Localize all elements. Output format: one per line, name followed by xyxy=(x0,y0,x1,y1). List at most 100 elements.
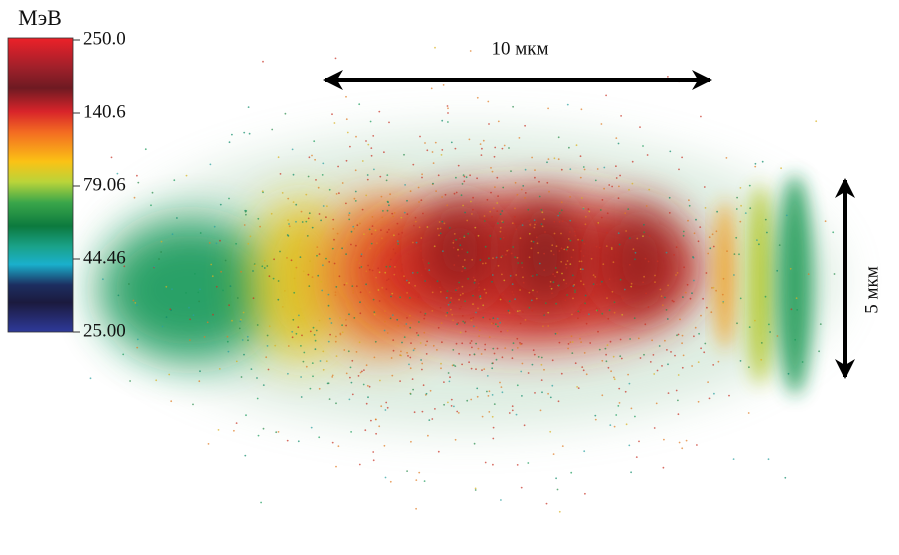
particle xyxy=(736,208,738,210)
particle xyxy=(485,296,487,298)
particle xyxy=(485,262,487,264)
particle xyxy=(379,300,381,302)
colorbar-tick-label: 79.06 xyxy=(83,174,126,195)
particle xyxy=(462,321,464,323)
particle xyxy=(352,394,354,396)
particle xyxy=(524,125,526,127)
particle xyxy=(547,393,549,395)
particle xyxy=(634,416,636,418)
particle xyxy=(693,280,695,282)
particle xyxy=(193,314,195,316)
blob xyxy=(420,200,500,300)
particle xyxy=(618,232,620,234)
particle xyxy=(454,233,456,235)
particle xyxy=(293,292,295,294)
particle xyxy=(349,146,351,148)
particle xyxy=(418,321,420,323)
particle xyxy=(320,220,322,222)
particle xyxy=(416,332,418,334)
particle xyxy=(431,88,433,90)
particle xyxy=(464,259,466,261)
particle xyxy=(649,235,651,237)
particle xyxy=(619,355,621,357)
particle xyxy=(328,294,330,296)
particle xyxy=(500,299,502,301)
particle xyxy=(303,361,305,363)
particle xyxy=(403,275,405,277)
particle xyxy=(298,440,300,442)
particle xyxy=(335,466,337,468)
particle xyxy=(264,267,266,269)
particle xyxy=(322,351,324,353)
particle xyxy=(421,369,423,371)
particle xyxy=(269,275,271,277)
particle xyxy=(608,184,610,186)
particle xyxy=(754,320,756,322)
particle xyxy=(705,207,707,209)
particle xyxy=(713,287,715,289)
band xyxy=(715,200,735,350)
particle xyxy=(517,257,519,259)
particle xyxy=(583,284,585,286)
particle xyxy=(452,349,454,351)
particle xyxy=(487,375,489,377)
particle xyxy=(633,248,635,250)
particle xyxy=(497,222,499,224)
particle xyxy=(568,238,570,240)
particle xyxy=(384,330,386,332)
particle xyxy=(636,456,638,458)
particle xyxy=(726,250,728,252)
particle xyxy=(463,180,465,182)
particle xyxy=(464,212,466,214)
particle xyxy=(676,334,678,336)
particle xyxy=(541,209,543,211)
particle xyxy=(694,232,696,234)
particle xyxy=(446,312,448,314)
particle xyxy=(369,291,371,293)
particle xyxy=(547,325,549,327)
particle xyxy=(335,336,337,338)
particle xyxy=(451,314,453,316)
particle xyxy=(426,341,428,343)
particle xyxy=(278,280,280,282)
particle xyxy=(629,338,631,340)
particle xyxy=(520,237,522,239)
particle xyxy=(765,296,767,298)
particle xyxy=(696,444,698,446)
particle xyxy=(531,300,533,302)
particle xyxy=(451,142,453,144)
particle xyxy=(602,263,604,265)
particle xyxy=(305,221,307,223)
particle xyxy=(624,212,626,214)
particle xyxy=(313,327,315,329)
particle xyxy=(739,221,741,223)
particle xyxy=(441,149,443,151)
particle xyxy=(257,218,259,220)
colorbar-unit: МэВ xyxy=(18,5,62,30)
particle xyxy=(546,503,548,505)
particle xyxy=(572,341,574,343)
particle xyxy=(668,392,670,394)
particle xyxy=(400,351,402,353)
particle xyxy=(351,360,353,362)
particle xyxy=(570,341,572,343)
particle xyxy=(494,353,496,355)
particle xyxy=(470,50,472,52)
particle xyxy=(457,322,459,324)
particle xyxy=(380,229,382,231)
particle xyxy=(323,205,325,207)
particle xyxy=(555,267,557,269)
particle xyxy=(549,285,551,287)
particle xyxy=(512,357,514,359)
particle xyxy=(698,333,700,335)
particle xyxy=(410,367,412,369)
particle xyxy=(449,302,451,304)
particle xyxy=(687,284,689,286)
particle xyxy=(391,375,393,377)
particle xyxy=(601,123,603,125)
particle xyxy=(396,319,398,321)
particle xyxy=(629,383,631,385)
particle xyxy=(450,297,452,299)
particle xyxy=(528,220,530,222)
particle xyxy=(512,349,514,351)
